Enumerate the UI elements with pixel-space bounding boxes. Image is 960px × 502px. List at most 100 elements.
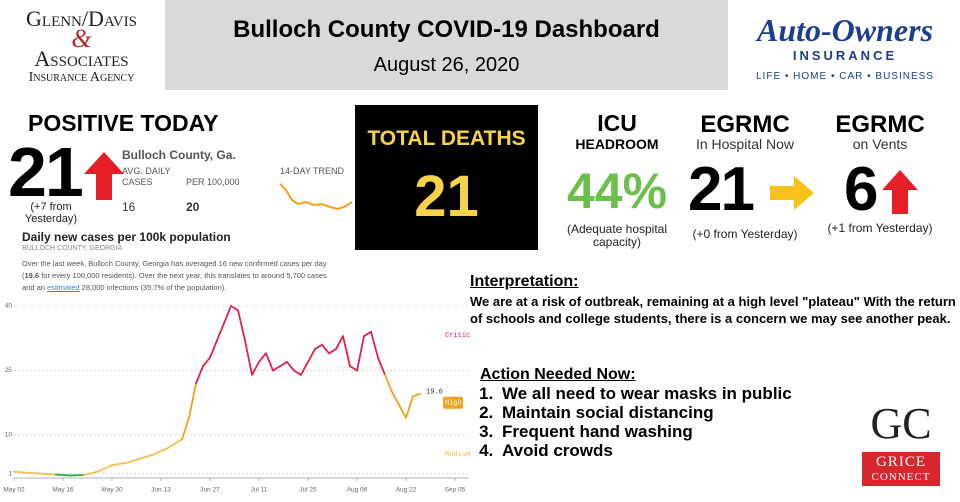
icu-note: (Adequate hospital capacity) [566, 222, 668, 249]
actions-heading: Action Needed Now: [480, 366, 636, 383]
chart-title: Daily new cases per 100k population [22, 230, 231, 244]
deaths-value: 21 [414, 164, 479, 229]
line-segment [83, 470, 99, 476]
hospital-subtitle: In Hospital Now [695, 136, 795, 152]
line-segment [356, 335, 365, 372]
logo-line1: Glenn/Davis [26, 6, 137, 31]
line-segment [216, 322, 225, 342]
icu-subtitle: HEADROOM [575, 136, 659, 152]
action-item: Frequent hand washing [498, 422, 792, 441]
actions-list: We all need to wear masks in public Main… [470, 384, 792, 460]
logo-sub: CONNECT [871, 471, 931, 483]
level-label: Critical [445, 332, 470, 340]
y-tick-label: 10 [5, 432, 13, 439]
grice-logo: GC GRICE CONNECT [858, 400, 944, 488]
line-segment [265, 352, 274, 372]
line-segment [279, 361, 288, 368]
hospital-title: EGRMC [700, 111, 790, 138]
logo-sub: INSURANCE [792, 48, 898, 63]
line-segment [258, 352, 267, 363]
icu-value: 44% [566, 163, 668, 219]
interpretation-text: We are at a risk of outbreak, remaining … [470, 294, 956, 326]
line-segment [209, 339, 218, 359]
x-tick-label: May 30 [101, 487, 123, 494]
right-logo: Auto-Owners INSURANCE LIFE • HOME • CAR … [730, 0, 960, 90]
action-item: We all need to wear masks in public [498, 384, 792, 403]
avg-value: 16 [122, 200, 136, 214]
chart: 1 10 25 40 May 02 May 16 May 30 Jun 13 Jun 27 Jul… [3, 303, 470, 494]
logo-tagline: LIFE • HOME • CAR • BUSINESS [756, 71, 934, 82]
line-segment [111, 462, 127, 467]
line-segment [230, 305, 239, 312]
hospital-note: (+0 from Yesterday) [692, 227, 798, 241]
line-segment [370, 330, 379, 359]
line-segment [363, 330, 372, 338]
y-tick-label: 1 [8, 470, 12, 477]
vents-note: (+1 from Yesterday) [827, 221, 933, 235]
line-segment [188, 382, 197, 419]
line-segment [300, 361, 309, 376]
header-band: Bulloch County COVID-19 Dashboard August… [165, 0, 728, 90]
action-item: Maintain social distancing [498, 403, 792, 422]
line-segment [391, 391, 400, 406]
chart-description: Over the last week, Bulloch County, Geor… [22, 258, 327, 294]
line-segment [167, 438, 183, 449]
logo-box: GRICE CONNECT [862, 452, 940, 486]
line-segment [412, 392, 421, 398]
desc-link[interactable]: estimated [47, 283, 80, 292]
line-segment [223, 305, 232, 325]
line-segment [153, 447, 169, 456]
vents-value: 6 [844, 155, 879, 224]
line-segment [244, 339, 253, 376]
avg-label: AVG. DAILY CASES [122, 166, 171, 187]
line-segment [13, 470, 29, 474]
x-tick-label: Aug 22 [396, 487, 417, 494]
desc-text: Over the last week, Bulloch County, Geor… [22, 259, 327, 280]
line-segment [335, 335, 344, 350]
logo-line2: Associates [34, 46, 129, 71]
end-label: 19.6 [426, 389, 443, 397]
logo-line3: Insurance Agency [28, 70, 135, 85]
up-arrow [882, 170, 918, 214]
per-label: PER 100,000 [186, 177, 240, 187]
hospital-value: 21 [688, 155, 755, 224]
line-segment [307, 348, 316, 363]
level-label: High [445, 400, 462, 408]
x-tick-label: Jul 11 [251, 487, 268, 494]
line-segment [293, 369, 302, 376]
title: Bulloch County COVID-19 Dashboard [233, 16, 660, 43]
x-tick-label: Aug 08 [347, 487, 368, 494]
logo-name: GRICE [876, 454, 926, 470]
left-logo: Glenn/Davis & Associates Insurance Agenc… [0, 0, 163, 90]
line-segment [405, 395, 414, 419]
trend-label: 14-DAY TREND [280, 166, 345, 176]
line-segment [139, 453, 155, 460]
x-tick-label: May 02 [3, 487, 25, 494]
sparkline [279, 183, 353, 211]
line-segment [41, 472, 57, 476]
desc-bold: 19.6 [24, 271, 40, 280]
deaths-box: TOTAL DEATHS 21 [355, 105, 538, 250]
line-segment [202, 356, 211, 368]
line-segment [314, 343, 323, 350]
positive-change: (+7 from Yesterday) [24, 201, 78, 225]
line-segment [181, 416, 190, 441]
x-tick-label: Jul 25 [299, 487, 317, 494]
desc-text: for every 100,000 residents). Over the n… [22, 271, 327, 292]
line-segment [27, 471, 43, 475]
line-segment [286, 361, 295, 372]
vents-subtitle: on Vents [852, 136, 908, 152]
logo-initials: GC [870, 399, 932, 448]
positive-value: 21 [8, 133, 84, 211]
line-segment [377, 356, 386, 376]
line-segment [237, 309, 246, 342]
line-segment [125, 457, 141, 464]
positive-heading: POSITIVE TODAY [28, 110, 219, 136]
x-tick-label: Sep 05 [445, 487, 466, 494]
line-segment [398, 404, 407, 419]
chart-subtitle: BULLOCH COUNTY, GEORGIA [22, 245, 123, 252]
line-segment [55, 473, 71, 477]
x-tick-label: May 16 [52, 487, 74, 494]
action-item: Avoid crowds [498, 441, 792, 460]
